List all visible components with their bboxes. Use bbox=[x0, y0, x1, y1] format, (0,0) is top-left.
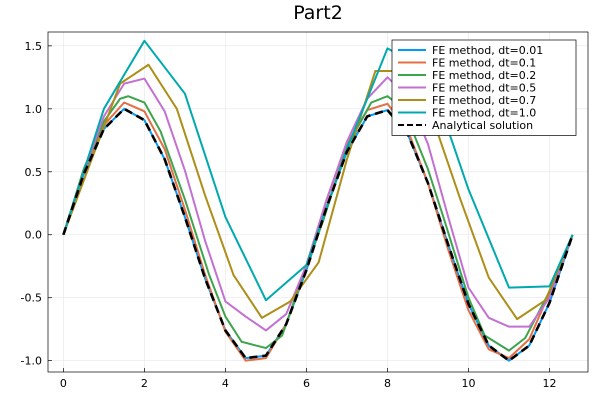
y-tick-label: 1.5 bbox=[25, 40, 43, 53]
legend-label-3: FE method, dt=0.5 bbox=[432, 82, 536, 95]
plot-frame bbox=[47, 31, 589, 373]
y-tick-label: 0.5 bbox=[25, 166, 43, 179]
series-layer bbox=[62, 39, 574, 362]
x-tick-label: 12 bbox=[543, 377, 557, 390]
x-tick-label: 8 bbox=[384, 377, 391, 390]
series-line-3 bbox=[62, 76, 574, 332]
legend-label-0: FE method, dt=0.01 bbox=[432, 44, 543, 57]
y-tick-label: -1.0 bbox=[21, 355, 42, 368]
y-tick-label: -0.5 bbox=[21, 292, 42, 305]
axis-ticks: 0 2 4 6 8 10 12 -1.0 -0.5 0.0 0.5 1.0 1.5 bbox=[21, 40, 557, 390]
legend-label-4: FE method, dt=0.7 bbox=[432, 94, 536, 107]
chart-title: Part2 bbox=[293, 2, 343, 24]
series-line-5 bbox=[62, 39, 574, 302]
x-tick-label: 6 bbox=[303, 377, 310, 390]
x-tick-label: 2 bbox=[141, 377, 148, 390]
y-tick-label: 0.0 bbox=[25, 229, 43, 242]
x-tick-label: 0 bbox=[60, 377, 67, 390]
series-line-6 bbox=[62, 107, 574, 362]
legend-label-2: FE method, dt=0.2 bbox=[432, 69, 536, 82]
y-tick-label: 1.0 bbox=[25, 103, 43, 116]
legend-label-5: FE method, dt=1.0 bbox=[432, 107, 536, 120]
series-line-4 bbox=[62, 63, 574, 321]
x-tick-label: 4 bbox=[222, 377, 229, 390]
legend-label-6: Analytical solution bbox=[432, 119, 533, 132]
x-tick-label: 10 bbox=[461, 377, 475, 390]
legend-label-1: FE method, dt=0.1 bbox=[432, 57, 536, 70]
